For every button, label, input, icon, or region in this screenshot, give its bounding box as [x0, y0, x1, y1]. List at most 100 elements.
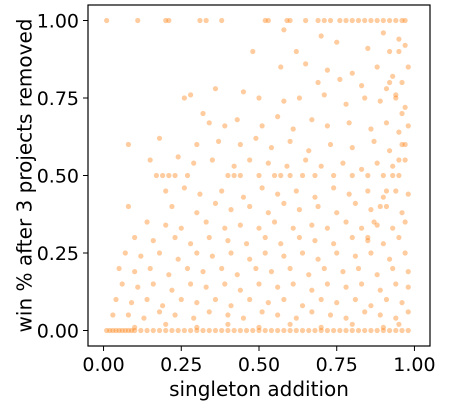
data-point — [256, 172, 262, 179]
data-point — [237, 222, 243, 228]
data-point — [349, 172, 355, 179]
data-point — [275, 191, 281, 197]
y-tick-label: 0.75 — [37, 88, 79, 110]
data-point — [362, 17, 368, 24]
data-point — [265, 160, 271, 166]
data-point — [175, 256, 181, 262]
data-point — [396, 172, 402, 179]
data-point — [365, 234, 371, 241]
data-point — [184, 265, 191, 272]
data-point — [256, 281, 262, 287]
data-point — [390, 265, 396, 272]
data-point — [393, 92, 399, 98]
data-point — [399, 327, 405, 334]
data-point — [253, 265, 259, 272]
data-point — [346, 120, 352, 126]
data-point — [247, 296, 253, 303]
data-point — [194, 324, 200, 330]
data-point — [331, 241, 337, 247]
data-point — [343, 17, 349, 24]
data-point — [237, 172, 243, 179]
data-point — [377, 312, 383, 318]
data-point — [240, 315, 247, 321]
data-point — [368, 303, 374, 309]
data-point — [104, 327, 110, 334]
data-point — [352, 200, 358, 206]
data-point — [343, 284, 349, 290]
data-point — [138, 327, 144, 334]
data-point — [405, 64, 411, 70]
data-point — [110, 312, 116, 318]
data-point — [156, 250, 163, 256]
data-point — [247, 203, 253, 210]
data-point — [343, 315, 349, 321]
data-point — [206, 327, 212, 334]
data-point — [194, 141, 200, 148]
data-point — [225, 327, 231, 334]
data-point — [212, 296, 219, 303]
data-point — [374, 17, 380, 24]
data-point — [247, 256, 253, 262]
data-point — [405, 284, 411, 290]
data-point — [390, 163, 396, 169]
data-point — [396, 48, 402, 55]
data-point — [396, 129, 402, 135]
data-point — [228, 303, 234, 309]
data-point — [191, 315, 197, 321]
data-point — [128, 300, 135, 306]
data-point — [349, 145, 355, 151]
data-point — [303, 17, 309, 24]
data-point — [119, 281, 125, 287]
data-point — [296, 95, 303, 101]
data-point — [327, 141, 334, 148]
data-point — [374, 160, 380, 166]
data-point — [315, 17, 321, 24]
data-point — [219, 17, 225, 24]
data-point — [281, 98, 287, 104]
data-point — [402, 17, 408, 24]
data-point — [144, 219, 150, 225]
data-point — [181, 95, 187, 101]
data-point — [250, 327, 256, 334]
data-point — [281, 253, 287, 259]
data-point — [312, 194, 318, 200]
data-point — [312, 327, 318, 334]
data-point — [390, 225, 396, 231]
data-point — [206, 309, 212, 315]
data-point — [125, 203, 132, 210]
data-point — [331, 172, 337, 179]
data-point — [135, 284, 141, 290]
data-point — [169, 203, 175, 210]
data-point — [402, 219, 408, 225]
data-point — [166, 272, 172, 278]
data-point — [265, 17, 271, 24]
data-point — [181, 327, 187, 334]
y-tick-label: 1.00 — [37, 11, 79, 33]
data-point — [271, 219, 278, 225]
data-point — [293, 48, 299, 55]
data-point — [290, 281, 296, 287]
data-point — [405, 309, 411, 315]
data-point — [163, 222, 169, 228]
data-point — [178, 296, 184, 303]
data-point — [219, 265, 225, 272]
data-point — [135, 17, 141, 24]
data-point — [368, 126, 374, 132]
data-point — [188, 327, 194, 334]
data-point — [119, 327, 125, 334]
data-point — [343, 101, 349, 107]
data-point — [147, 265, 153, 272]
data-point — [396, 157, 402, 163]
data-point — [107, 327, 113, 334]
data-point — [160, 303, 166, 309]
data-point — [132, 327, 138, 334]
data-point — [337, 76, 343, 82]
data-point — [352, 296, 358, 303]
x-tick-label: 0.00 — [82, 354, 124, 376]
data-point — [349, 70, 355, 76]
data-point — [380, 194, 386, 200]
data-point — [194, 300, 200, 306]
data-point — [386, 256, 393, 262]
data-point — [331, 327, 337, 334]
data-point — [312, 172, 318, 179]
